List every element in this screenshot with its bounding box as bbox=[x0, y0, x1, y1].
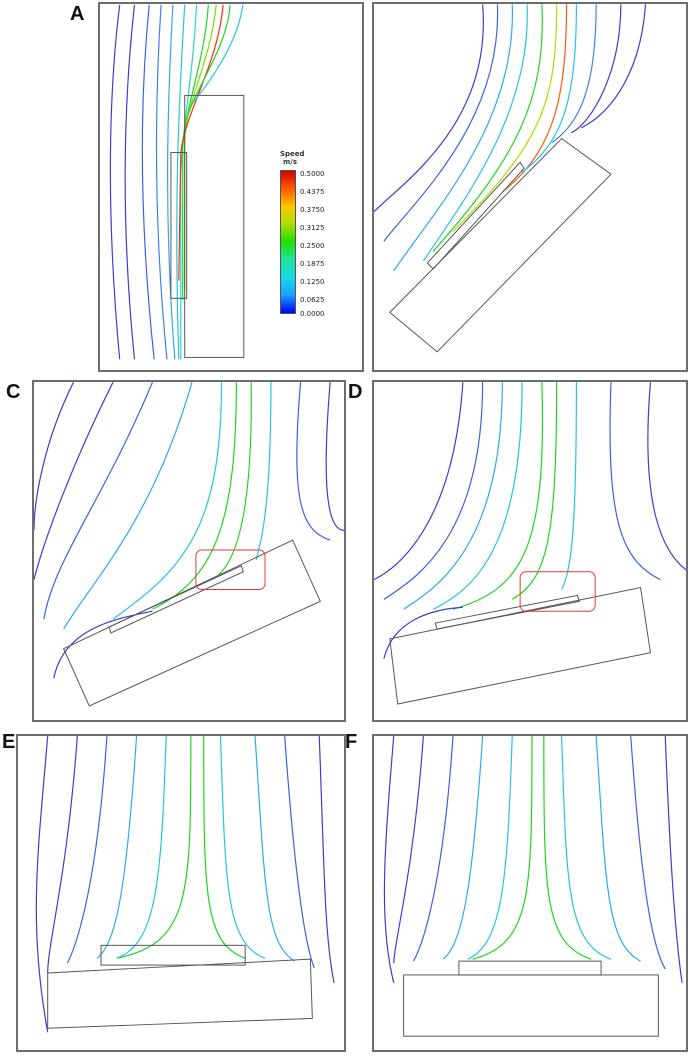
legend-tick: 0.3125 bbox=[300, 224, 325, 232]
streamline-plot-b bbox=[374, 4, 647, 353]
panel-a: Speed m/s 0.5000 0.4375 0.3750 0.3125 0.… bbox=[98, 2, 364, 372]
panel-b bbox=[372, 2, 688, 372]
streamline-plot-a bbox=[109, 4, 245, 360]
panel-label-f: F bbox=[345, 731, 358, 753]
panel-d bbox=[372, 380, 688, 722]
legend-tick: 0.0625 bbox=[300, 296, 325, 304]
panel-label-e: E bbox=[2, 731, 16, 753]
streamline-plot-c bbox=[34, 382, 344, 707]
legend-tick: 0.1250 bbox=[300, 278, 325, 286]
legend-colorbar bbox=[280, 170, 296, 314]
streamline-plot-e bbox=[35, 736, 335, 1033]
panel-label-c: C bbox=[6, 381, 21, 403]
panel-c bbox=[32, 380, 346, 722]
panel-e bbox=[16, 734, 346, 1052]
legend-title: Speed bbox=[280, 150, 305, 158]
streamline-plot-d bbox=[374, 382, 686, 705]
panel-f bbox=[372, 734, 688, 1052]
panel-label-d: D bbox=[348, 381, 363, 403]
legend-tick: 0.0000 bbox=[300, 310, 325, 318]
legend-tick: 0.4375 bbox=[300, 188, 325, 196]
legend-tick: 0.3750 bbox=[300, 206, 325, 214]
legend-tick: 0.1875 bbox=[300, 260, 325, 268]
panel-label-a: A bbox=[70, 3, 85, 25]
legend-tick: 0.5000 bbox=[300, 170, 325, 178]
streamline-plot-f bbox=[383, 736, 683, 1037]
legend-unit: m/s bbox=[282, 158, 298, 166]
color-legend: Speed m/s 0.5000 0.4375 0.3750 0.3125 0.… bbox=[270, 150, 350, 320]
legend-tick: 0.2500 bbox=[300, 242, 325, 250]
